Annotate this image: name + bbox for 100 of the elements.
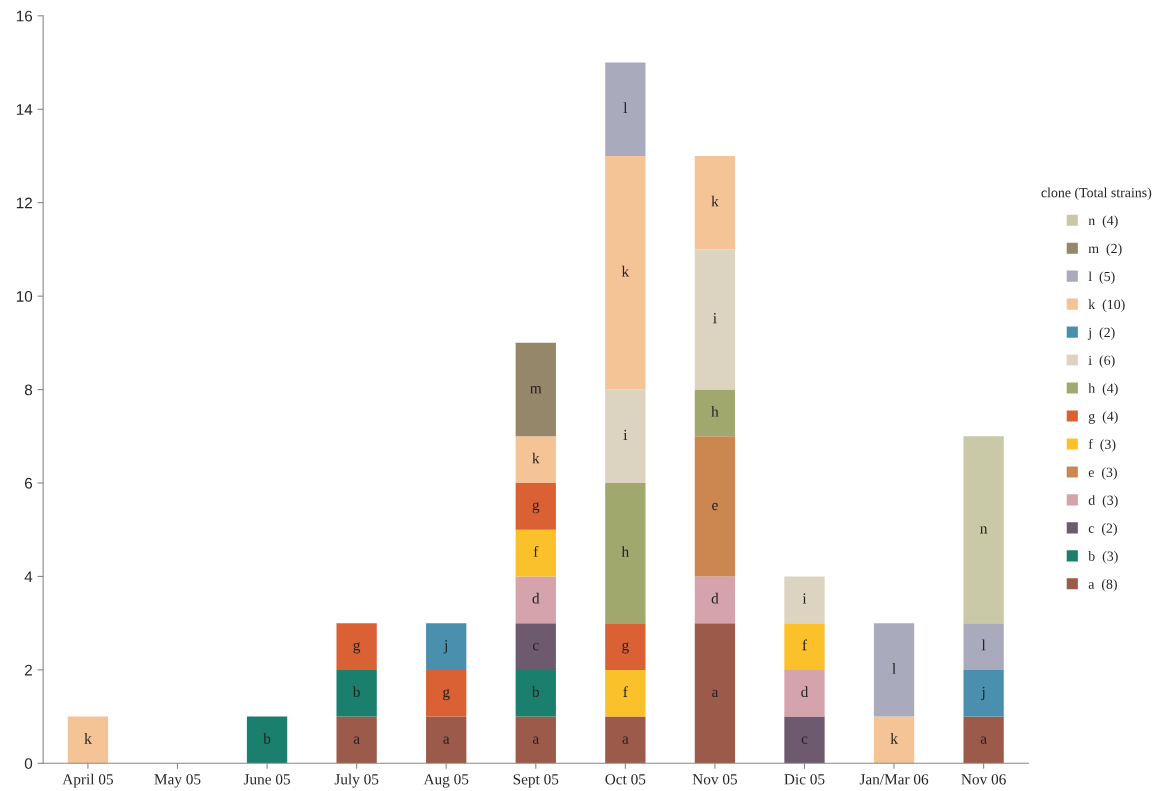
legend-label: n (4) (1088, 215, 1118, 229)
x-tick-label: July 05 (334, 773, 379, 788)
legend-label: f (3) (1088, 439, 1116, 452)
bar (605, 155, 646, 390)
data-label: d (711, 592, 719, 604)
y-tick-label: 8 (24, 384, 33, 396)
data-label: i (802, 593, 807, 604)
data-label: d (801, 686, 809, 698)
data-label: m (530, 386, 542, 394)
data-label: g (443, 689, 450, 701)
legend-label: a (8) (1088, 579, 1117, 592)
bar (515, 669, 556, 717)
x-tick-label: June 05 (243, 774, 291, 785)
data-label: k (711, 195, 719, 207)
bar (246, 716, 288, 764)
data-label: a (712, 689, 719, 698)
data-label: i (623, 429, 628, 440)
data-label: g (532, 502, 540, 514)
bar (873, 716, 915, 764)
data-label: n (980, 526, 988, 534)
bar (784, 669, 825, 717)
data-label: k (621, 265, 630, 277)
data-label: g (622, 642, 629, 654)
data-label: k (84, 733, 92, 744)
legend-label: b (3) (1088, 551, 1118, 564)
bar (605, 389, 646, 483)
data-label: k (532, 452, 540, 464)
y-tick-label: 2 (25, 664, 32, 676)
bar (694, 249, 736, 390)
bar (515, 529, 556, 577)
data-label: f (623, 686, 628, 697)
legend-label: d (3) (1088, 495, 1118, 508)
bar (426, 669, 467, 717)
bar (963, 436, 1004, 624)
x-tick-label: Aug 05 (423, 774, 469, 788)
data-label: c (801, 736, 808, 744)
y-tick-label: 14 (16, 104, 33, 115)
x-tick-label: Nov 06 (961, 774, 1006, 785)
bar (694, 389, 736, 437)
legend-label: h (4) (1088, 383, 1118, 396)
data-label: k (890, 733, 898, 744)
x-tick-label: Jan/Mar 06 (859, 774, 929, 785)
bar (605, 669, 646, 717)
bar (605, 483, 646, 624)
bar (336, 716, 377, 764)
y-tick-label: 12 (16, 197, 32, 209)
bar (963, 623, 1004, 670)
data-label: h (621, 546, 629, 557)
y-tick-label: 6 (25, 477, 33, 489)
x-tick-label: April 05 (62, 773, 113, 788)
data-label: f (533, 546, 539, 557)
bar (694, 576, 736, 624)
data-label: l (623, 102, 628, 113)
bar (694, 623, 736, 764)
bar (873, 623, 915, 717)
bar (784, 623, 825, 670)
y-tick-label: 4 (24, 571, 33, 582)
bar (426, 716, 467, 764)
y-tick-label: 0 (24, 758, 33, 769)
data-label: b (352, 686, 360, 698)
data-label: l (892, 662, 896, 674)
bar (605, 62, 646, 156)
data-label: f (802, 639, 808, 651)
x-tick-label: May 05 (154, 774, 201, 788)
y-tick-label: 16 (16, 10, 33, 22)
bar (605, 716, 646, 764)
data-label: l (981, 639, 986, 651)
legend-label: g (4) (1088, 411, 1118, 424)
x-tick-label: Nov 05 (692, 774, 738, 785)
bar (694, 155, 736, 250)
bar (963, 669, 1004, 717)
data-label: b (531, 686, 540, 698)
data-label: d (532, 592, 540, 604)
bar (605, 623, 646, 670)
bar (336, 669, 377, 717)
bar (515, 623, 556, 670)
bar (784, 716, 825, 764)
bar (515, 436, 556, 483)
legend-label: l (5) (1088, 271, 1115, 284)
data-label: a (353, 736, 360, 744)
data-label: a (980, 736, 987, 744)
legend-label: c (2) (1088, 523, 1117, 536)
x-tick-label: Sept 05 (513, 774, 559, 788)
x-tick-label: Oct 05 (605, 774, 646, 785)
data-label: j (981, 686, 985, 701)
bar (515, 576, 556, 624)
bar (515, 342, 556, 437)
bar (515, 716, 556, 764)
legend-label: e (3) (1088, 467, 1117, 480)
legend-label: m (2) (1088, 243, 1122, 257)
data-label: c (532, 642, 539, 651)
data-label: i (713, 313, 717, 324)
bar (515, 483, 556, 530)
legend-title: clone (Total strains) (1041, 187, 1152, 201)
data-label: e (712, 502, 718, 511)
data-label: h (711, 406, 719, 417)
bar (336, 623, 377, 670)
x-tick-label: Dic 05 (784, 774, 825, 785)
bar (67, 716, 109, 764)
legend-label: j (2) (1087, 327, 1115, 340)
